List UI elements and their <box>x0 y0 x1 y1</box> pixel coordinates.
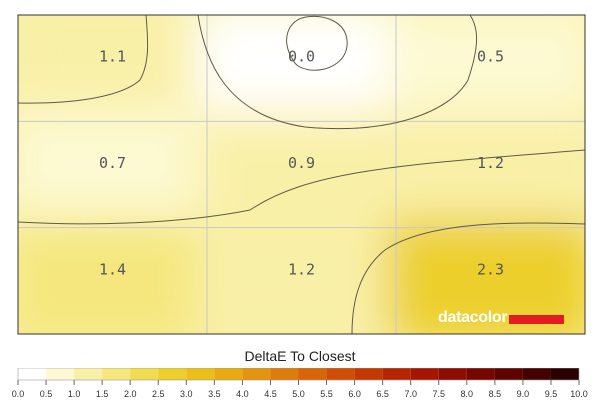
colorbar-tick-label: 10.0 <box>570 389 588 399</box>
colorbar-tick-label: 7.0 <box>404 389 417 399</box>
heatmap-plot: 1.1 0.0 0.5 0.7 0.9 1.2 1.4 1.2 2.3 datacolor <box>17 14 586 335</box>
colorbar-swatch <box>522 368 551 380</box>
color-field <box>18 15 585 334</box>
heatmap-cell <box>386 111 585 238</box>
heatmap-cell <box>18 217 217 334</box>
colorbar-swatch <box>298 368 327 380</box>
colorbar-tick-label: 1.5 <box>96 389 109 399</box>
datacolor-logo: datacolor <box>438 308 565 328</box>
colorbar-tick-label: 6.0 <box>348 389 361 399</box>
cell-value-label: 0.9 <box>288 154 315 172</box>
contour-line <box>197 15 478 130</box>
cell-value-label: 1.4 <box>99 260 126 278</box>
colorbar-swatches <box>17 368 580 381</box>
cell-value-label: 0.5 <box>477 48 504 66</box>
colorbar-tick-label: 5.5 <box>320 389 333 399</box>
colorbar-swatch <box>382 368 411 380</box>
colorbar-swatch <box>130 368 159 380</box>
colorbar-tick-label: 5.0 <box>292 389 305 399</box>
colorbar-tick-label: 9.5 <box>545 389 558 399</box>
contour-line <box>18 15 149 104</box>
colorbar-swatch <box>270 368 299 380</box>
colorbar-tick-label: 0.0 <box>12 389 25 399</box>
colorbar-tick-label: 4.0 <box>236 389 249 399</box>
colorbar-tick-label: 2.5 <box>152 389 165 399</box>
colorbar-swatch <box>494 368 523 380</box>
colorbar-swatch <box>158 368 187 380</box>
colorbar-swatch <box>46 368 75 380</box>
colorbar-tick-label: 8.5 <box>489 389 502 399</box>
colorbar-swatch <box>438 368 467 380</box>
colorbar-swatch <box>410 368 439 380</box>
colorbar-title: DeltaE To Closest <box>244 348 356 364</box>
heatmap-cell <box>197 217 406 334</box>
cell-value-label: 1.2 <box>288 260 315 278</box>
datacolor-logo-text: datacolor <box>438 309 508 326</box>
colorbar-swatch <box>354 368 383 380</box>
contour-line <box>286 15 348 71</box>
colorbar-tick-label: 8.0 <box>461 389 474 399</box>
colorbar-swatch <box>186 368 215 380</box>
cell-value-label: 0.7 <box>99 154 126 172</box>
colorbar: 0.0 0.5 1.0 1.5 2.0 2.5 3.0 3.5 4.0 4.5 5.0 5.5 6.0 6… <box>12 368 588 399</box>
colorbar-tick-label: 4.5 <box>264 389 277 399</box>
colorbar-tick-label: 3.0 <box>180 389 193 399</box>
heatmap-svg: 1.1 0.0 0.5 0.7 0.9 1.2 1.4 1.2 2.3 <box>17 14 586 335</box>
colorbar-tick-label: 9.0 <box>517 389 530 399</box>
colorbar-tick-label: 6.5 <box>376 389 389 399</box>
contour-line <box>18 149 585 225</box>
cell-labels: 1.1 0.0 0.5 0.7 0.9 1.2 1.4 1.2 2.3 <box>99 48 504 279</box>
colorbar-swatch <box>74 368 103 380</box>
colorbar-tick-label: 7.5 <box>432 389 445 399</box>
colorbar-swatch <box>214 368 243 380</box>
colorbar-tick-label: 2.0 <box>124 389 137 399</box>
colorbar-swatch <box>242 368 271 380</box>
contour-lines <box>18 15 585 334</box>
heatmap-cell <box>18 111 217 238</box>
colorbar-swatch <box>466 368 495 380</box>
colorbar-ticks: 0.0 0.5 1.0 1.5 2.0 2.5 3.0 3.5 4.0 4.5 5.0 5.5 6.0 6… <box>12 380 588 399</box>
colorbar-swatch <box>326 368 355 380</box>
heatmap-cell <box>197 111 406 238</box>
colorbar-tick-label: 0.5 <box>40 389 53 399</box>
colorbar-tick-label: 3.5 <box>208 389 221 399</box>
cell-value-label: 1.1 <box>99 48 126 66</box>
plot-frame <box>17 14 586 335</box>
grid-lines <box>18 15 585 334</box>
colorbar-swatch <box>550 368 579 380</box>
cell-value-label: 0.0 <box>288 48 315 66</box>
datacolor-logo-bar <box>509 315 565 324</box>
cell-value-label: 2.3 <box>477 260 504 278</box>
colorbar-tick-label: 1.0 <box>68 389 81 399</box>
heatmap-cell <box>386 217 585 334</box>
colorbar-swatch <box>102 368 131 380</box>
colorbar-swatch <box>18 368 47 380</box>
contour-line <box>351 222 585 334</box>
cell-value-label: 1.2 <box>477 154 504 172</box>
